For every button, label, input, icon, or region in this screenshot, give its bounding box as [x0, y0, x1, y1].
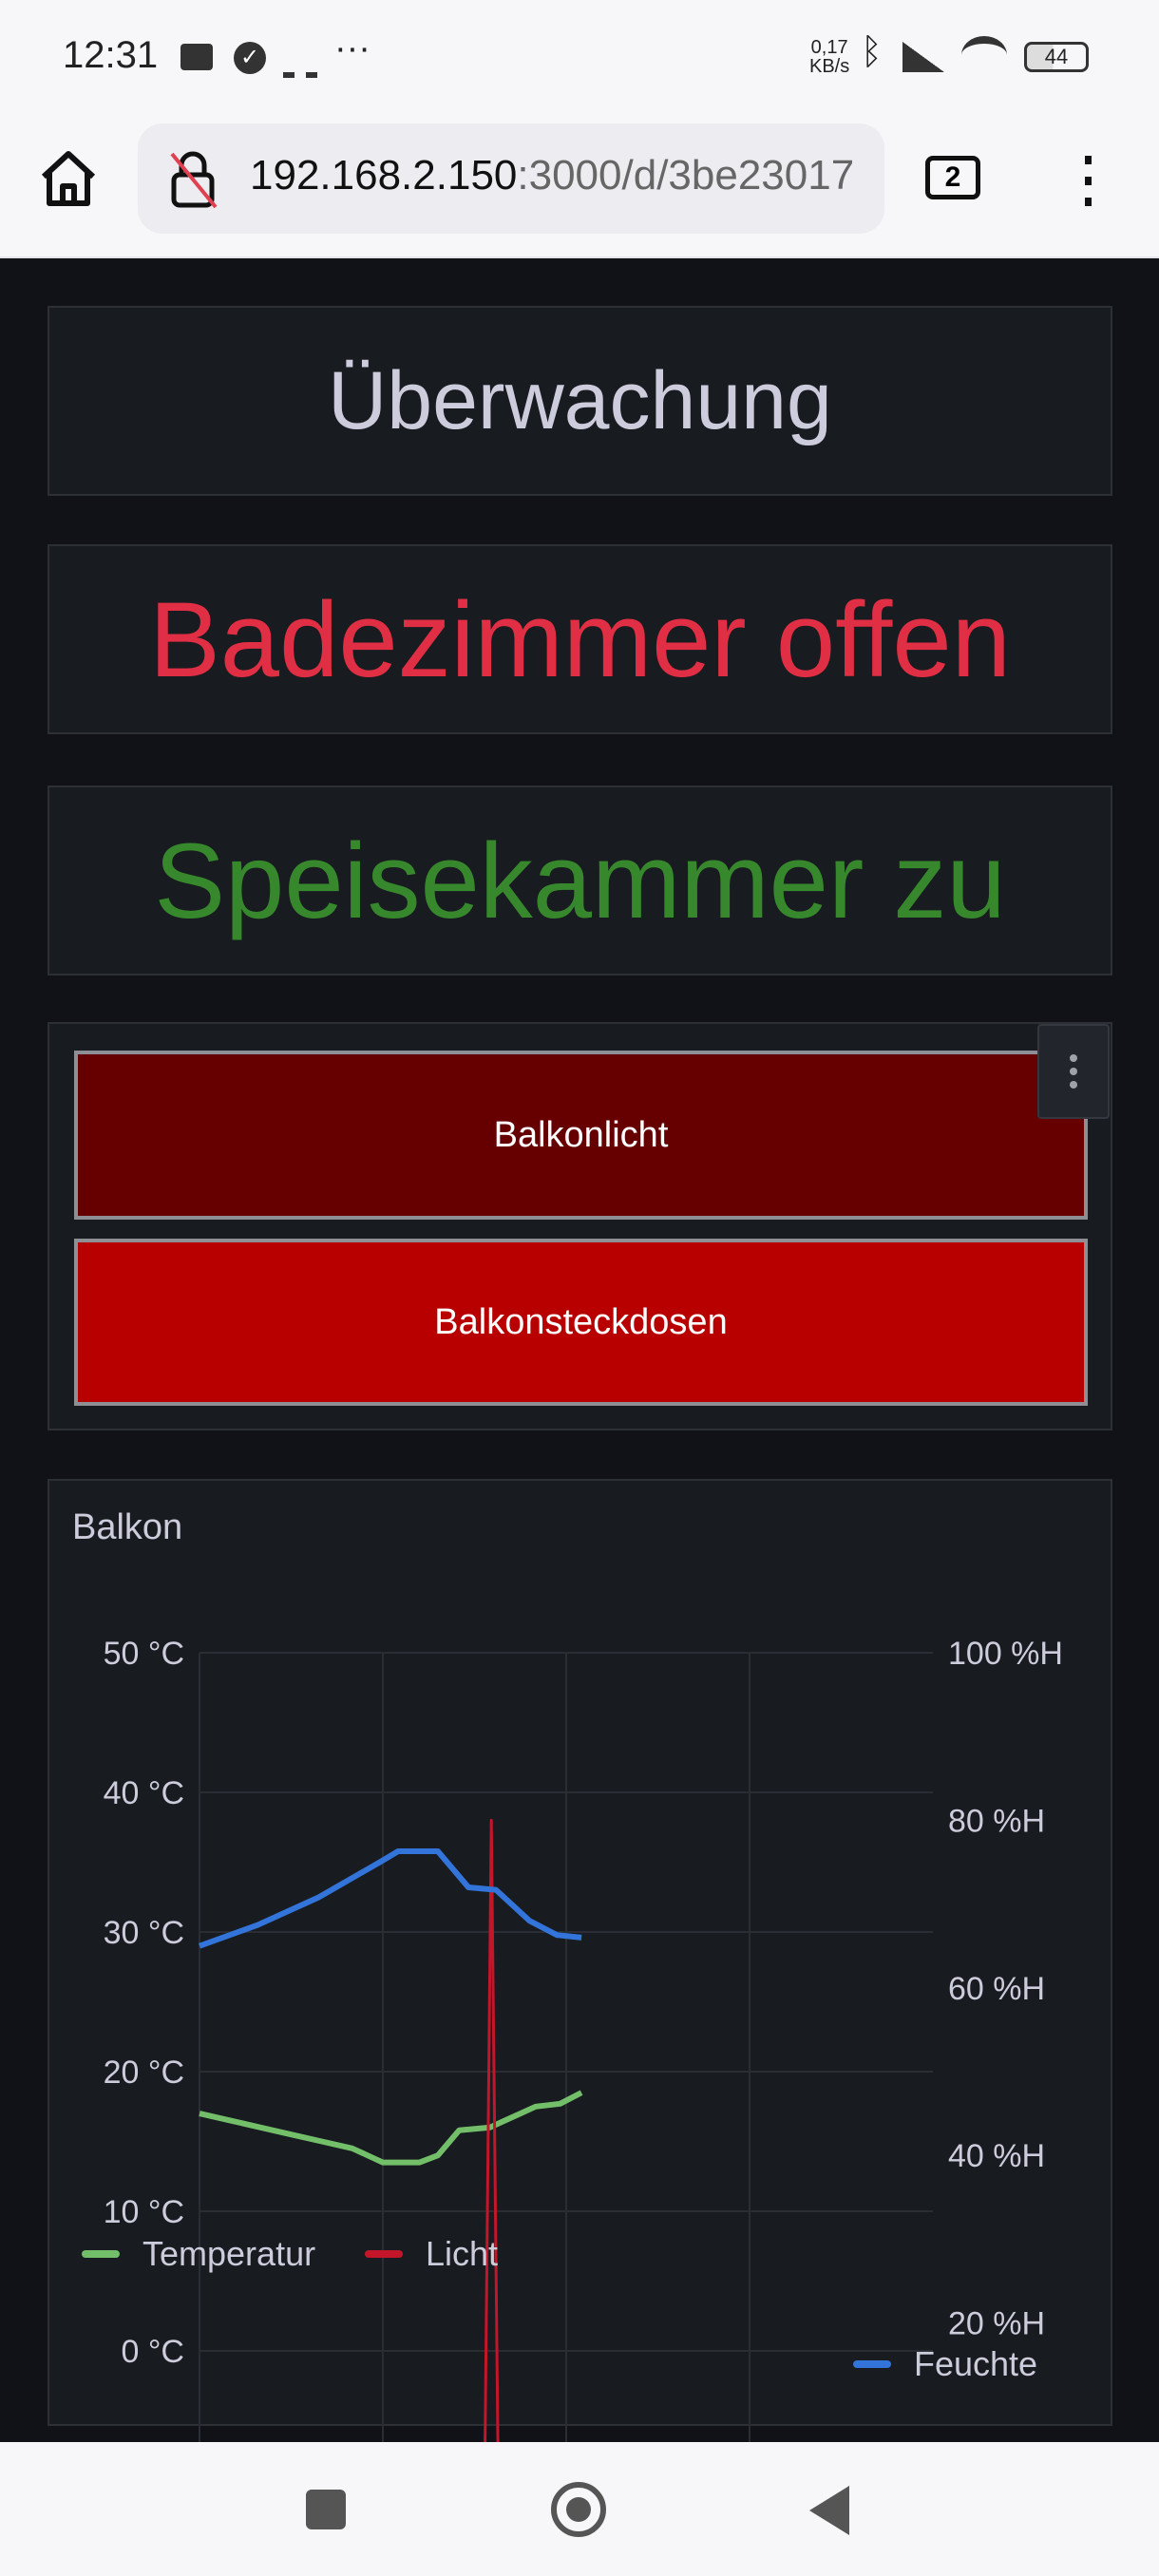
home-button[interactable]: [551, 2482, 606, 2537]
back-button[interactable]: [809, 2486, 849, 2535]
net-speed: 0,17 KB/s: [809, 38, 849, 76]
y-left-tick-label: 20 °C: [104, 2055, 184, 2091]
legend-temperatur[interactable]: Temperatur: [82, 2234, 315, 2274]
title-panel: Überwachung: [48, 306, 1112, 496]
net-speed-unit: KB/s: [809, 56, 850, 77]
legend-swatch: [365, 2250, 403, 2258]
tab-switcher-button[interactable]: 2: [925, 156, 980, 199]
more-dots-icon: ···: [334, 28, 370, 68]
legend-swatch: [82, 2250, 120, 2258]
balkonlicht-button[interactable]: Balkonlicht: [74, 1051, 1088, 1220]
pantry-status-panel: Speisekammer zu: [48, 786, 1112, 975]
battery-icon: 44: [1024, 42, 1089, 72]
recents-button[interactable]: [306, 2490, 346, 2529]
clock: 12:31: [63, 34, 159, 76]
panel-menu-button[interactable]: [1037, 1024, 1110, 1119]
y-right-tick-label: 80 %H: [948, 1803, 1045, 1839]
net-speed-value: 0,17: [810, 37, 848, 58]
bluetooth-icon: ᛒ: [861, 32, 883, 72]
system-nav-bar: [0, 2442, 1159, 2576]
y-right-tick-label: 100 %H: [948, 1636, 1063, 1672]
y-left-tick-label: 30 °C: [104, 1915, 184, 1951]
url-host: 192.168.2.150: [250, 152, 518, 199]
series-line-licht: [200, 1818, 582, 2492]
legend-feuchte[interactable]: Feuchte: [853, 2344, 1037, 2384]
legend-label: Licht: [426, 2234, 499, 2273]
status-bar: 12:31 ✓ ··· 0,17 KB/s ᛒ 44: [0, 0, 1159, 114]
home-dot-icon: [566, 2497, 591, 2522]
balkonsteckdosen-button[interactable]: Balkonsteckdosen: [74, 1239, 1088, 1406]
browser-menu-icon[interactable]: [1079, 152, 1098, 209]
signal-icon: [902, 42, 944, 72]
y-left-tick-label: 0 °C: [121, 2334, 184, 2370]
balkon-chart-panel: Balkon: [48, 1479, 1112, 2426]
series-line-temperatur: [199, 2090, 583, 2166]
url-text[interactable]: 192.168.2.150:3000/d/3be23017: [250, 152, 854, 199]
y-left-tick-label: 50 °C: [104, 1636, 184, 1672]
y-left-tick-label: 40 °C: [104, 1775, 184, 1811]
y-right-tick-label: 20 %H: [948, 2306, 1045, 2342]
bathroom-status-text: Badezimmer offen: [149, 579, 1011, 699]
wifi-icon: [961, 36, 1007, 74]
insecure-lock-icon: [166, 150, 221, 209]
y-left-tick-label: 10 °C: [104, 2194, 184, 2230]
home-icon[interactable]: [38, 150, 99, 207]
address-bar[interactable]: 192.168.2.150:3000/d/3be23017: [138, 123, 884, 234]
y-right-tick-label: 40 %H: [948, 2138, 1045, 2174]
legend-swatch: [853, 2360, 891, 2368]
chart-title: Balkon: [72, 1507, 183, 1547]
check-circle-icon: ✓: [234, 42, 266, 74]
legend-label: Temperatur: [142, 2234, 316, 2273]
bathroom-status-panel: Badezimmer offen: [48, 544, 1112, 734]
news-icon: [180, 44, 213, 70]
y-right-tick-label: 60 %H: [948, 1971, 1045, 2007]
vertical-dots-icon: [1070, 1054, 1077, 1089]
legend-licht[interactable]: Licht: [365, 2234, 498, 2274]
url-path: :3000/d/3be23017: [517, 152, 855, 199]
series-line-feuchte: [198, 1848, 582, 1949]
delivery-icon: [283, 38, 317, 78]
dashboard-title: Überwachung: [328, 354, 832, 446]
pantry-status-text: Speisekammer zu: [154, 821, 1006, 940]
legend-label: Feuchte: [914, 2344, 1038, 2383]
